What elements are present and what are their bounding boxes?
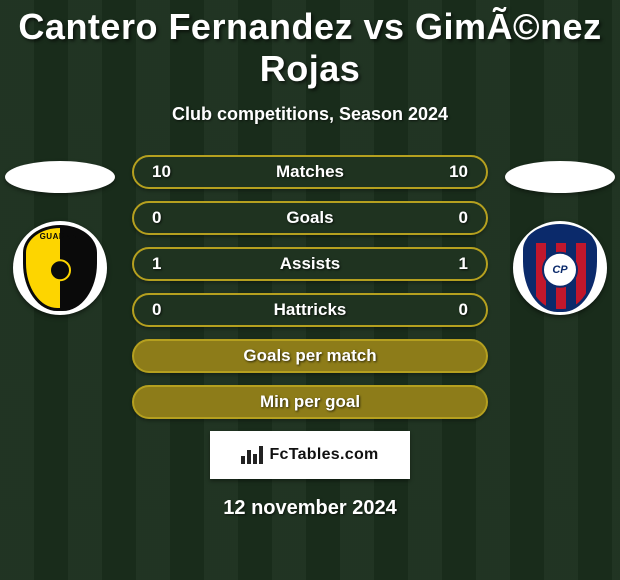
- stat-label: Assists: [134, 254, 486, 274]
- date-label: 12 november 2024: [132, 497, 488, 520]
- page-title: Cantero Fernandez vs GimÃ©nez Rojas: [0, 0, 620, 90]
- stat-label: Hattricks: [134, 300, 486, 320]
- stat-label: Matches: [134, 162, 486, 182]
- cerro-band-icon: [526, 227, 594, 243]
- guarani-shield-icon: GUARANI: [23, 225, 97, 311]
- cerro-shield-icon: CP: [523, 224, 597, 312]
- player-photo-placeholder-right: [505, 161, 615, 193]
- guarani-crest-text: GUARANI: [26, 232, 94, 241]
- right-player-column: CP: [500, 155, 620, 315]
- stat-row-goals-per-match: Goals per match: [132, 339, 488, 373]
- subtitle: Club competitions, Season 2024: [0, 104, 620, 125]
- brand-badge: FcTables.com: [210, 431, 410, 479]
- stat-label: Goals per match: [134, 346, 486, 366]
- bar-chart-icon: [241, 446, 263, 464]
- guarani-ball-icon: [49, 259, 71, 281]
- club-crest-left: GUARANI: [13, 221, 107, 315]
- stat-row-goals: 0 Goals 0: [132, 201, 488, 235]
- player-photo-placeholder-left: [5, 161, 115, 193]
- brand-text: FcTables.com: [269, 446, 378, 464]
- stat-row-matches: 10 Matches 10: [132, 155, 488, 189]
- stat-row-assists: 1 Assists 1: [132, 247, 488, 281]
- stat-label: Goals: [134, 208, 486, 228]
- stat-label: Min per goal: [134, 392, 486, 412]
- stat-row-hattricks: 0 Hattricks 0: [132, 293, 488, 327]
- comparison-panel: GUARANI 10 Matches 10 0 Goals 0 1 Assist…: [0, 155, 620, 520]
- stats-list: 10 Matches 10 0 Goals 0 1 Assists 1 0 Ha…: [120, 155, 500, 520]
- stat-row-min-per-goal: Min per goal: [132, 385, 488, 419]
- left-player-column: GUARANI: [0, 155, 120, 315]
- cerro-monogram: CP: [542, 252, 578, 288]
- club-crest-right: CP: [513, 221, 607, 315]
